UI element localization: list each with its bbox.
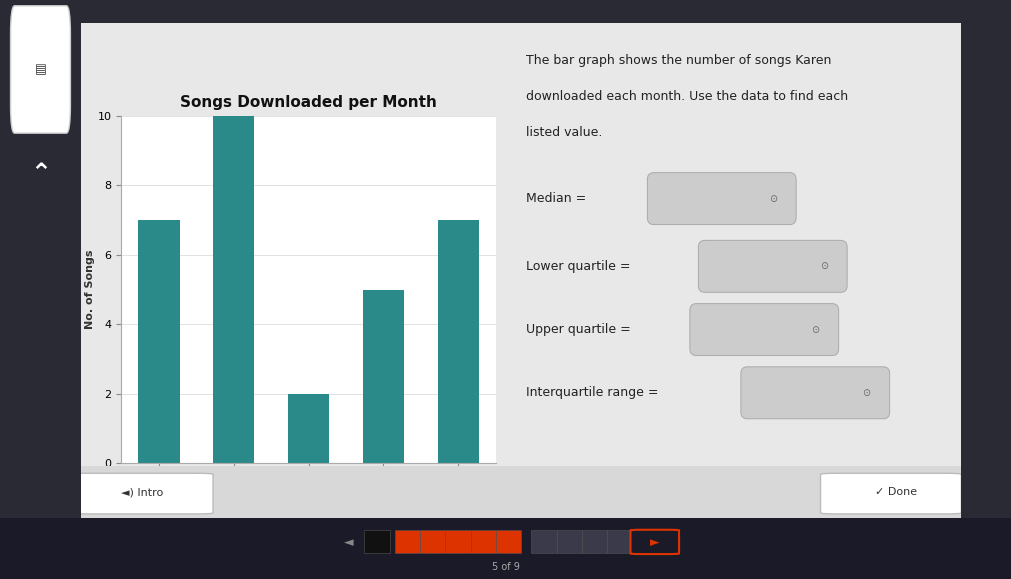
Text: Lower quartile =: Lower quartile = <box>526 260 634 273</box>
FancyBboxPatch shape <box>698 240 846 292</box>
Bar <box>556 530 581 554</box>
Text: Median =: Median = <box>526 192 589 205</box>
Bar <box>445 530 470 554</box>
Bar <box>363 290 403 463</box>
Bar <box>470 530 495 554</box>
Text: ✓ Done: ✓ Done <box>875 488 916 497</box>
Y-axis label: No. of Songs: No. of Songs <box>85 250 95 329</box>
Text: ▤: ▤ <box>34 63 47 76</box>
FancyBboxPatch shape <box>647 173 796 225</box>
Text: ⌃: ⌃ <box>30 162 51 186</box>
Bar <box>438 220 478 463</box>
Bar <box>420 530 445 554</box>
Title: Songs Downloaded per Month: Songs Downloaded per Month <box>180 96 437 111</box>
Bar <box>531 530 556 554</box>
Bar <box>364 530 389 554</box>
Bar <box>581 530 607 554</box>
FancyBboxPatch shape <box>690 303 838 356</box>
Text: The bar graph shows the number of songs Karen: The bar graph shows the number of songs … <box>526 54 831 67</box>
Text: ⊙: ⊙ <box>811 325 819 335</box>
Bar <box>213 116 254 463</box>
Bar <box>288 394 329 463</box>
FancyBboxPatch shape <box>820 473 960 514</box>
Text: ⊙: ⊙ <box>768 193 776 204</box>
FancyBboxPatch shape <box>72 473 212 514</box>
Bar <box>139 220 179 463</box>
Bar <box>607 530 632 554</box>
X-axis label: Months: Months <box>285 489 332 499</box>
Text: listed value.: listed value. <box>526 126 602 140</box>
Text: ►: ► <box>649 536 659 549</box>
Text: 5 of 9: 5 of 9 <box>491 562 520 571</box>
Text: ⊙: ⊙ <box>819 261 827 272</box>
Text: downloaded each month. Use the data to find each: downloaded each month. Use the data to f… <box>526 90 847 103</box>
Text: ◄) Intro: ◄) Intro <box>121 488 164 497</box>
Text: Upper quartile =: Upper quartile = <box>526 323 634 336</box>
FancyBboxPatch shape <box>10 6 71 133</box>
Bar <box>495 530 521 554</box>
Text: ⊙: ⊙ <box>861 388 869 398</box>
Bar <box>394 530 420 554</box>
Text: ◄: ◄ <box>344 536 354 549</box>
Text: Interquartile range =: Interquartile range = <box>526 386 662 400</box>
FancyBboxPatch shape <box>630 530 678 554</box>
FancyBboxPatch shape <box>740 367 889 419</box>
